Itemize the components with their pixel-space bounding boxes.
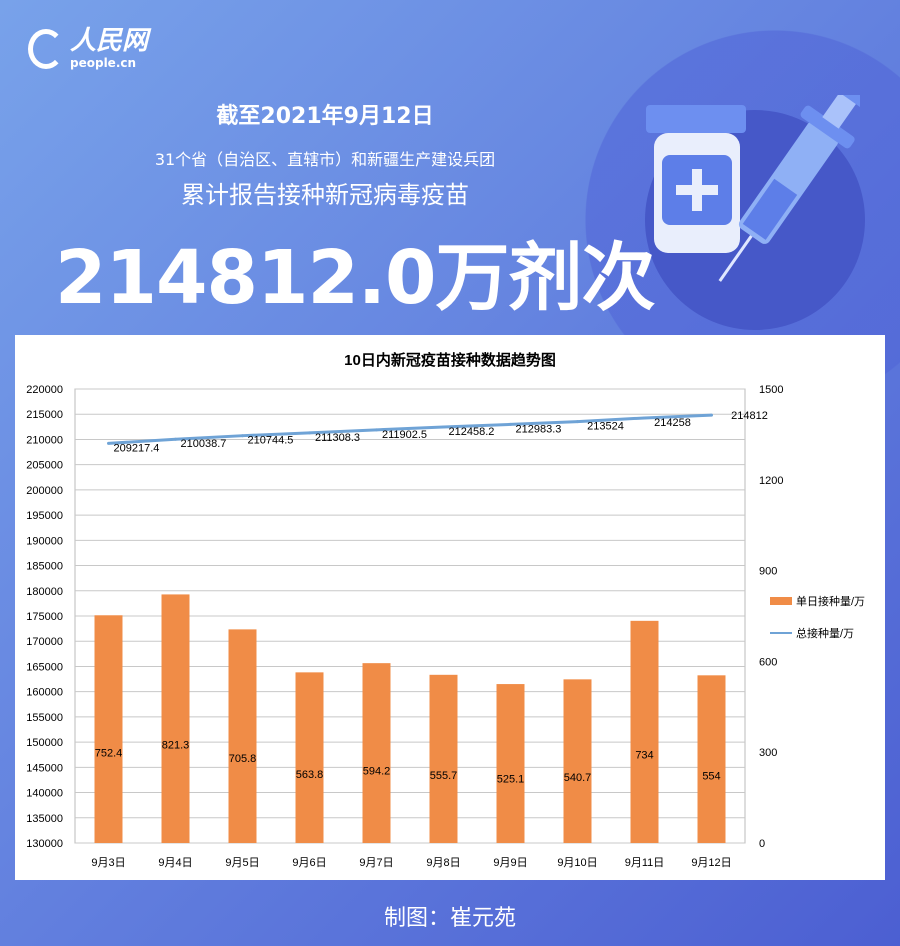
left-tick-label: 160000 [26, 687, 63, 699]
x-tick-label: 9月9日 [493, 857, 527, 869]
bar-data-label: 540.7 [564, 772, 592, 784]
x-tick-label: 9月8日 [426, 857, 460, 869]
bar [697, 675, 726, 843]
bar-data-label: 525.1 [497, 774, 525, 786]
left-tick-label: 130000 [26, 838, 63, 850]
left-tick-label: 150000 [26, 737, 63, 749]
bar [94, 615, 123, 843]
line-point [375, 428, 378, 432]
logo-cn: 人民网 [70, 26, 149, 56]
bar-data-label: 554 [702, 770, 720, 782]
line-point [576, 420, 579, 424]
bar-data-label: 821.3 [162, 740, 190, 752]
line-point [710, 413, 713, 417]
line-data-label: 214258 [654, 417, 691, 429]
total-doses: 214812.0万剂次 [55, 235, 656, 321]
bar [429, 674, 458, 843]
left-tick-label: 190000 [26, 535, 63, 547]
left-tick-label: 145000 [26, 762, 63, 774]
left-tick-label: 180000 [26, 586, 63, 598]
left-tick-label: 215000 [26, 409, 63, 421]
line-data-label: 210744.5 [248, 435, 294, 447]
right-tick-label: 0 [759, 838, 765, 850]
x-tick-label: 9月11日 [625, 857, 665, 869]
bar [630, 620, 659, 843]
left-tick-label: 170000 [26, 636, 63, 648]
line-point [643, 416, 646, 420]
logo-mark-icon [28, 29, 64, 69]
line-data-label: 211308.3 [315, 432, 360, 444]
line-point [308, 431, 311, 435]
right-tick-label: 1500 [759, 384, 783, 396]
line-point [174, 437, 177, 441]
total-line [108, 413, 712, 445]
bar [563, 679, 592, 843]
bar [295, 672, 324, 843]
chart-title: 10日内新冠疫苗接种数据趋势图 [344, 351, 556, 369]
vaccine-vial-and-syringe-icon [646, 95, 860, 282]
bar-data-label: 594.2 [363, 766, 391, 778]
bar [362, 663, 391, 843]
legend-label: 单日接种量/万 [796, 594, 865, 608]
x-tick-label: 9月5日 [225, 857, 259, 869]
line-data-label: 210038.7 [181, 438, 227, 450]
x-tick-label: 9月10日 [557, 857, 597, 869]
x-tick-label: 9月4日 [158, 857, 192, 869]
left-tick-label: 210000 [26, 434, 63, 446]
left-tick-label: 195000 [26, 510, 63, 522]
people-cn-logo: 人民网 people.cn [28, 28, 148, 70]
bar-data-label: 705.8 [229, 753, 257, 765]
legend-swatch-bar [770, 597, 792, 605]
line-point [509, 422, 512, 426]
left-tick-label: 140000 [26, 788, 63, 800]
x-tick-label: 9月12日 [691, 857, 731, 869]
x-tick-label: 9月6日 [292, 857, 326, 869]
left-tick-label: 155000 [26, 712, 63, 724]
left-tick-label: 135000 [26, 813, 63, 825]
x-tick-label: 9月7日 [359, 857, 393, 869]
line-data-label: 214812 [731, 410, 768, 422]
left-tick-label: 175000 [26, 611, 63, 623]
line-data-label: 211902.5 [382, 429, 427, 441]
line-data-label: 209217.4 [114, 442, 160, 454]
credit: 制图：崔元苑 [383, 906, 516, 931]
right-tick-label: 300 [759, 747, 777, 759]
logo-en: people.cn [70, 56, 137, 70]
left-tick-label: 220000 [26, 384, 63, 396]
chart-panel: 10日内新冠疫苗接种数据趋势图 130000 135000 140000 145000… [15, 335, 885, 880]
line-point [241, 434, 244, 438]
left-tick-label: 200000 [26, 485, 63, 497]
bar-data-label: 555.7 [430, 770, 458, 782]
line-data-label: 212458.2 [449, 426, 495, 438]
right-tick-label: 1200 [759, 475, 783, 487]
legend-label: 总接种量/万 [796, 626, 854, 640]
bar-data-label: 752.4 [95, 747, 123, 759]
bar [496, 684, 525, 843]
bar [161, 594, 190, 843]
line-data-label: 212983.3 [516, 423, 562, 435]
left-tick-label: 185000 [26, 561, 63, 573]
line-point [442, 425, 445, 429]
bar [228, 629, 257, 843]
left-tick-label: 165000 [26, 661, 63, 673]
left-tick-label: 205000 [26, 460, 63, 472]
region-line: 31个省（自治区、直辖市）和新疆生产建设兵团 [154, 150, 496, 169]
line-point [107, 441, 110, 445]
right-tick-label: 900 [759, 566, 777, 578]
date-line: 截至2021年9月12日 [216, 104, 434, 129]
x-tick-label: 9月3日 [91, 857, 125, 869]
bar-data-label: 734 [635, 750, 653, 762]
trend-chart: 10日内新冠疫苗接种数据趋势图 130000 135000 140000 145000… [26, 351, 865, 869]
bar-data-label: 563.8 [296, 769, 324, 781]
desc-line: 累计报告接种新冠病毒疫苗 [181, 181, 469, 209]
right-tick-label: 600 [759, 656, 777, 668]
line-data-label: 213524 [587, 421, 624, 433]
